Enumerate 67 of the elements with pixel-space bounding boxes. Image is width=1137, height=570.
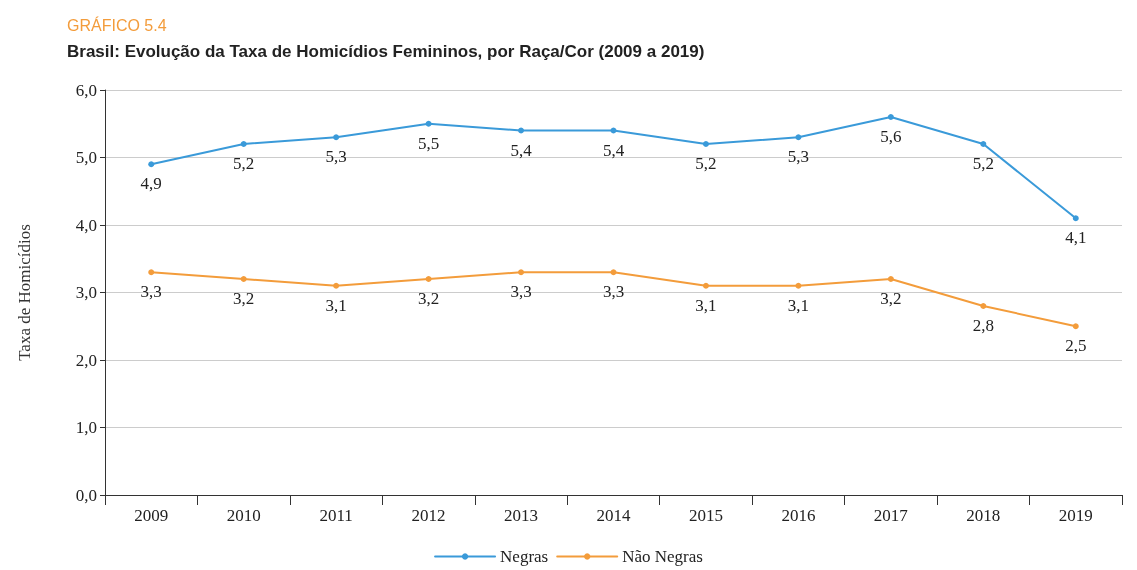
x-tick-label: 2019 [1058,506,1093,525]
point [425,276,432,282]
data-label: 3,1 [787,295,810,315]
point [148,161,155,168]
x-tick-label: 2014 [596,506,631,525]
point [333,282,340,289]
data-label: 3,2 [417,289,440,308]
data-label: 5,6 [880,127,902,146]
point [240,141,247,147]
data-label: 2,8 [972,316,994,335]
y-tick-label: 2,0 [75,350,97,370]
x-tick-label: 2018 [966,506,1001,525]
point [795,134,802,141]
point [1072,215,1079,222]
data-label: 4,9 [140,174,162,194]
y-tick-label: 3,0 [75,283,97,302]
data-label: 5,3 [787,147,810,167]
data-label: 5,4 [510,140,533,160]
point [887,114,894,120]
point [148,269,155,276]
legend-label: Negras [500,547,549,566]
x-tick-label: 2017 [873,506,909,525]
y-tick-label: 0,0 [75,485,97,505]
legend-label: Não Negras [622,547,703,566]
data-label: 5,5 [417,133,440,153]
point [518,269,525,276]
point [980,141,987,147]
data-label: 2,5 [1065,336,1087,356]
point [887,276,894,282]
data-label: 3,1 [325,295,347,315]
point [980,303,987,309]
x-tick-label: 2013 [504,506,539,525]
point [333,134,340,141]
data-label: 5,2 [233,154,255,173]
y-tick-label: 5,0 [75,148,97,167]
data-label: 5,4 [602,140,625,160]
point [240,276,247,282]
data-label: 3,3 [140,282,162,302]
y-tick-label: 6,0 [75,80,97,100]
x-tick-label: 2012 [411,506,446,525]
x-tick-label: 2015 [688,506,723,525]
point [425,120,432,127]
x-tick-label: 2016 [781,506,816,525]
data-label: 5,2 [695,154,717,173]
data-label: 3,2 [880,289,902,308]
y-tick-label: 1,0 [75,418,97,437]
data-label: 5,2 [972,154,994,173]
point [702,141,709,147]
point [702,282,709,289]
x-tick-label: 2009 [134,506,169,525]
data-label: 3,1 [695,295,717,315]
y-tick-label: 4,0 [75,215,97,235]
data-label: 5,3 [325,147,347,167]
chart-subtitle: GRÁFICO 5.4 [67,15,167,34]
point [518,127,525,134]
point [610,269,617,276]
point [610,127,617,134]
y-axis-title: Taxa de Homicídios [15,224,34,361]
x-tick-label: 2010 [226,506,261,525]
data-label: 3,3 [510,282,532,302]
data-label: 4,1 [1065,228,1087,248]
point [1072,323,1079,330]
point [795,282,802,289]
x-tick-label: 2011 [319,506,353,525]
data-label: 3,3 [602,282,625,302]
chart-title: Brasil: Evolução da Taxa de Homicídios Femininos, por Raça/Cor (2009 a 2019) [67,42,705,61]
data-label: 3,2 [233,289,255,308]
